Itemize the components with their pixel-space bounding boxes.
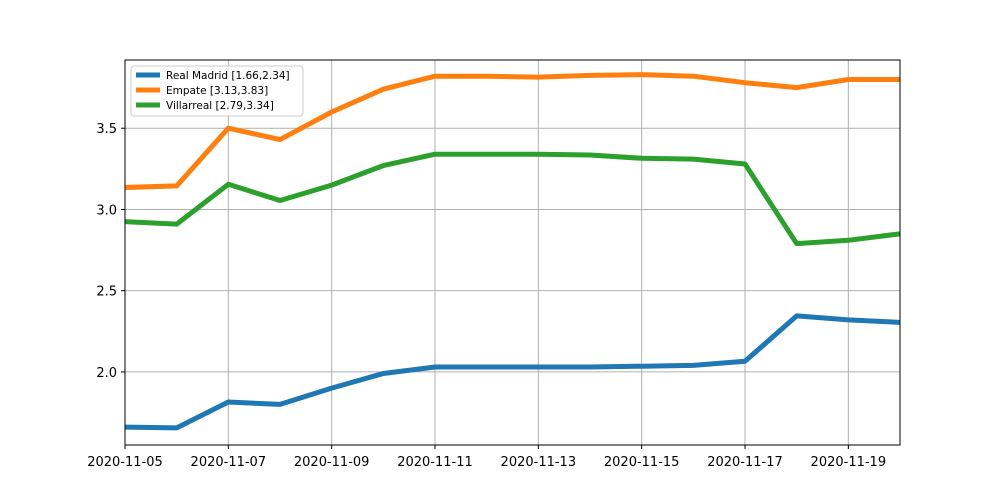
y-tick-label: 3.5 <box>96 122 117 137</box>
x-tick-label: 2020-11-13 <box>501 455 577 470</box>
series-line-2 <box>125 151 900 247</box>
x-tick-label: 2020-11-09 <box>294 455 370 470</box>
x-tick-label: 2020-11-17 <box>707 455 783 470</box>
legend-label: Real Madrid [1.66,2.34] <box>166 70 290 82</box>
x-tick-label: 2020-11-07 <box>191 455 267 470</box>
x-tick-label: 2020-11-11 <box>397 455 473 470</box>
series-line-1 <box>125 72 900 190</box>
y-axis: 2.0 2.5 3.0 3.5 <box>96 122 125 381</box>
series-line-0 <box>125 313 900 431</box>
series-lines <box>125 72 900 431</box>
y-tick-label: 2.0 <box>96 366 117 381</box>
y-tick-label: 2.5 <box>96 285 117 300</box>
y-tick-label: 3.0 <box>96 203 117 218</box>
plot-area-frame <box>124 59 901 446</box>
legend-box <box>130 65 304 117</box>
grid <box>124 60 900 445</box>
x-axis: 2020-11-05 2020-11-07 2020-11-09 2020-11-11… <box>87 445 886 470</box>
legend: Real Madrid [1.66,2.34] Empate [3.13,3.83… <box>130 65 304 117</box>
x-tick-label: 2020-11-19 <box>811 455 887 470</box>
x-tick-label: 2020-11-15 <box>604 455 680 470</box>
legend-label: Empate [3.13,3.83] <box>166 85 268 97</box>
x-tick-label: 2020-11-05 <box>87 455 163 470</box>
legend-label: Villarreal [2.79,3.34] <box>166 100 274 112</box>
